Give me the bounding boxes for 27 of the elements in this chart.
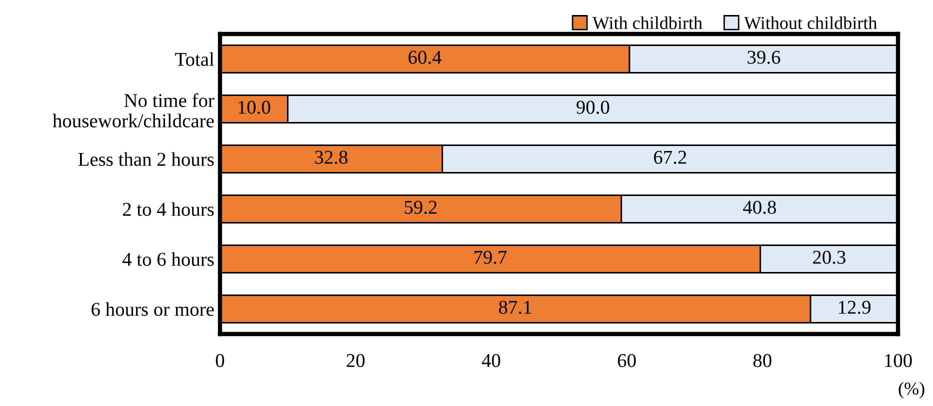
data-label: 60.4 [408, 50, 442, 64]
x-axis-title: (%) [898, 382, 924, 398]
x-tick-label: 80 [753, 354, 772, 368]
y-tick-label: 6 hours or more [92, 302, 214, 316]
x-tick-label: 100 [885, 354, 912, 368]
data-label: 20.3 [813, 250, 846, 264]
data-label: 87.1 [498, 300, 532, 314]
y-tick-label: 4 to 6 hours [122, 252, 214, 266]
y-tick-label: Total [175, 52, 214, 66]
data-label: 12.9 [838, 300, 870, 314]
data-label: 10.0 [238, 100, 270, 114]
data-label: 40.8 [743, 200, 776, 214]
legend-label: Without childbirth [744, 16, 877, 30]
x-tick-label: 0 [216, 354, 224, 368]
data-label: 59.2 [404, 200, 437, 214]
x-tick-label: 20 [346, 354, 365, 368]
data-label: 79.7 [474, 250, 507, 264]
y-tick-label: 2 to 4 hours [122, 202, 214, 216]
data-label: 32.8 [315, 150, 348, 164]
legend-label: With childbirth [592, 16, 702, 30]
data-label: 39.6 [748, 50, 780, 64]
y-tick-label: Less than 2 hours [78, 152, 214, 166]
data-label: 67.2 [654, 150, 686, 164]
y-tick-label: No time for housework/childcare [52, 93, 214, 128]
x-tick-label: 40 [482, 354, 500, 368]
x-tick-label: 60 [618, 354, 636, 368]
data-label: 90.0 [576, 100, 610, 114]
